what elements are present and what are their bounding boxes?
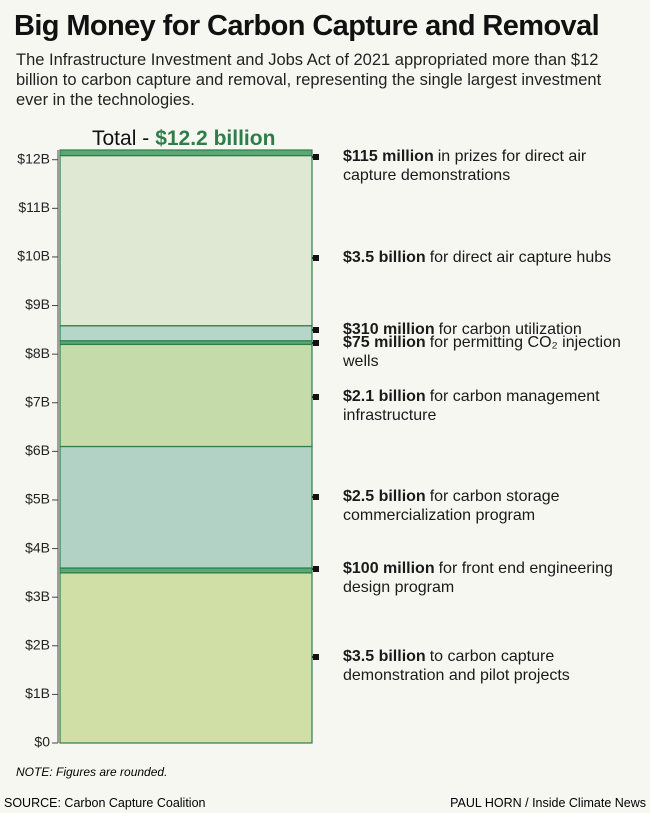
bar-segment xyxy=(59,149,313,157)
callout-marker xyxy=(313,654,319,660)
callout-marker xyxy=(313,494,319,500)
value-label: $100 million xyxy=(343,560,435,577)
bar-segment xyxy=(59,445,313,569)
category-label: to carbon capture demonstration and pilo… xyxy=(343,648,570,684)
y-tick-label: $9B xyxy=(25,296,50,312)
callout-marker xyxy=(313,154,319,160)
title: Big Money for Carbon Capture and Removal xyxy=(14,10,600,42)
annotation: $2.1 billion for carbon management infras… xyxy=(343,387,643,425)
bar-segment xyxy=(59,154,313,327)
y-tick-label: $5B xyxy=(25,491,50,507)
subtitle: The Infrastructure Investment and Jobs A… xyxy=(16,51,602,109)
callout-marker xyxy=(313,566,319,572)
bar-segment xyxy=(59,572,313,744)
y-tick-label: $11B xyxy=(18,199,50,215)
note: NOTE: Figures are rounded. xyxy=(16,765,168,779)
bar-segment xyxy=(59,343,313,448)
value-label: $115 million xyxy=(343,148,434,165)
y-tick-label: $6B xyxy=(25,442,50,458)
source: SOURCE: Carbon Capture Coalition xyxy=(4,796,206,810)
value-label: $3.5 billion xyxy=(343,249,426,266)
category-label: for carbon storage commercialization pro… xyxy=(343,488,560,524)
value-label: $2.5 billion xyxy=(343,488,426,505)
value-label: $310 million xyxy=(343,321,435,338)
category-label: in prizes for direct air capture demonst… xyxy=(343,148,587,184)
category-label: for direct air capture hubs xyxy=(429,249,612,266)
annotation: $3.5 billion to carbon capture demonstrat… xyxy=(343,647,643,685)
value-label: $2.1 billion xyxy=(343,388,426,405)
category-label: for front end engineering design program xyxy=(343,560,613,596)
y-tick-label: $12B xyxy=(17,150,50,166)
value-label: $75 million xyxy=(343,334,426,351)
category-label: for carbon utilization xyxy=(438,321,582,338)
y-tick-label: $4B xyxy=(25,539,50,555)
credit: PAUL HORN / Inside Climate News xyxy=(450,796,646,810)
total: Total - $12.2 billion xyxy=(92,127,275,151)
total-label: Total - xyxy=(92,127,150,150)
y-tick-label: $7B xyxy=(25,393,50,409)
callout-marker xyxy=(313,327,319,333)
annotation: $3.5 billion for direct air capture hubs xyxy=(343,248,643,267)
annotation: $100 million for front end engineering de… xyxy=(343,559,643,597)
y-tick-label: $8B xyxy=(25,345,50,361)
total-value: $12.2 billion xyxy=(155,127,276,150)
y-tick-label: $3B xyxy=(25,588,50,604)
bar-segment xyxy=(59,567,313,574)
callout-marker xyxy=(313,340,319,346)
value-label: $3.5 billion xyxy=(343,648,426,665)
callout-marker xyxy=(313,255,319,261)
annotation: $2.5 billion for carbon storage commercia… xyxy=(343,487,643,525)
bar-segment xyxy=(59,325,313,342)
y-tick-label: $1B xyxy=(25,685,50,701)
annotation: $310 million for carbon utilization xyxy=(343,320,643,339)
category-label: for permitting CO₂ injection wells xyxy=(343,334,621,370)
y-tick-label: $10B xyxy=(17,248,50,264)
y-tick-label: $2B xyxy=(25,636,50,652)
category-label: for carbon management infrastructure xyxy=(343,388,600,424)
callout-marker xyxy=(313,394,319,400)
y-tick-label: $0 xyxy=(34,734,50,750)
annotation: $115 million in prizes for direct air cap… xyxy=(343,147,643,185)
annotation: $75 million for permitting CO₂ injection … xyxy=(343,333,643,371)
